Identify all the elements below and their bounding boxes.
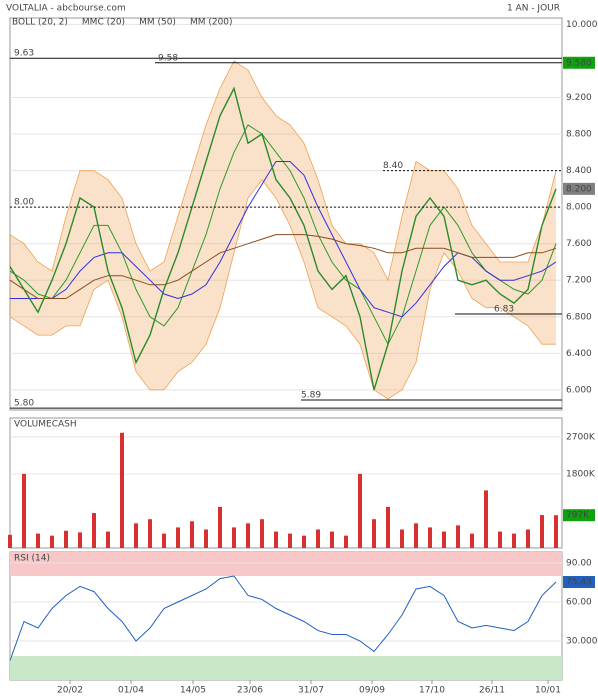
volume-bar xyxy=(400,529,404,548)
period: 1 AN - JOUR xyxy=(507,4,560,14)
y-tick-label: 7.200 xyxy=(566,276,592,286)
volume-bar xyxy=(554,515,558,548)
x-tick-label: 26/11 xyxy=(479,686,505,696)
y-tick-label: 6.000 xyxy=(566,385,592,395)
volume-bar xyxy=(246,523,250,548)
last-value-box xyxy=(563,509,595,522)
x-tick-label: 31/07 xyxy=(298,686,324,696)
y-tick-label: 6.800 xyxy=(566,312,592,322)
panel-frame xyxy=(9,17,563,411)
x-tick-label: 01/04 xyxy=(118,686,144,696)
last-value-box xyxy=(563,575,595,588)
volume-bar xyxy=(498,531,502,548)
y-tick-label: 60.00 xyxy=(566,598,592,608)
zone xyxy=(10,655,562,680)
y-tick-label: 9.200 xyxy=(566,93,592,103)
y-tick-label: 8.800 xyxy=(566,130,592,140)
volume-bar xyxy=(428,527,432,548)
legend-entry: MM (200) xyxy=(190,18,233,28)
volume-bar xyxy=(358,473,362,548)
y-tick-label: 10.000 xyxy=(566,20,598,30)
volume-bar xyxy=(274,531,278,548)
volume-bar xyxy=(78,532,82,548)
x-tick-label: 10/01 xyxy=(535,686,561,696)
volume-bar xyxy=(64,530,68,548)
zone xyxy=(10,552,562,577)
legend-entry: MMC (20) xyxy=(82,18,125,28)
volume-bar xyxy=(22,473,26,548)
level-label: 5.80 xyxy=(14,399,34,409)
y-tick-label: 8.400 xyxy=(566,166,592,176)
x-tick-label: 17/10 xyxy=(419,686,445,696)
last-value-label: 797K xyxy=(566,511,590,521)
volume-bar xyxy=(232,527,236,548)
volume-bar xyxy=(512,533,516,548)
volume-bar xyxy=(50,535,54,548)
volume-bar xyxy=(106,531,110,548)
x-tick-label: 09/09 xyxy=(359,686,385,696)
level-label: 9.58 xyxy=(158,53,178,63)
panel-title: RSI (14) xyxy=(14,554,50,564)
volume-bar xyxy=(8,534,12,548)
last-value-box xyxy=(563,182,595,195)
volume-bar xyxy=(134,523,138,548)
x-tick-label: 23/06 xyxy=(237,686,263,696)
volume-bar xyxy=(176,527,180,548)
chart-title: VOLTALIA - abcbourse.com xyxy=(6,4,126,14)
volume-bar xyxy=(218,506,222,548)
y-tick-label: 8.000 xyxy=(566,203,592,213)
y-tick-label: 30.000 xyxy=(566,637,598,647)
level-label: 5.89 xyxy=(301,390,321,400)
panel-frame xyxy=(9,417,563,549)
level-label: 9.63 xyxy=(14,49,34,59)
volume-bar xyxy=(162,533,166,548)
last-value-box xyxy=(563,56,595,69)
volume-bar xyxy=(414,523,418,548)
legend-entry: MM (50) xyxy=(139,18,176,28)
bollinger-band xyxy=(10,60,556,400)
volume-bar xyxy=(484,490,488,548)
last-value-label: 75.43 xyxy=(566,577,592,587)
volume-bar xyxy=(540,515,544,548)
level-label: 6.83 xyxy=(494,305,514,315)
volume-bar xyxy=(204,529,208,548)
volume-bar xyxy=(526,529,530,548)
y-tick-label: 6.400 xyxy=(566,349,592,359)
y-tick-label: 1800K xyxy=(566,469,596,479)
volume-bar xyxy=(330,531,334,548)
last-value-label: 8.200 xyxy=(566,184,592,194)
volume-bar xyxy=(344,535,348,548)
level-label: 8.00 xyxy=(14,198,34,208)
y-tick-label: 2700K xyxy=(566,432,596,442)
volume-bar xyxy=(372,519,376,548)
panel-title: VOLUMECASH xyxy=(14,420,77,430)
y-tick-label: 7.600 xyxy=(566,239,592,249)
bollinger-upper xyxy=(9,60,557,282)
last-value-label: 9.580 xyxy=(566,58,592,68)
y-tick-label: 90.00 xyxy=(566,559,592,569)
price-line xyxy=(9,86,557,391)
volume-bar xyxy=(36,533,40,548)
volume-bar xyxy=(120,432,124,548)
moving-average xyxy=(9,234,557,299)
volume-bar xyxy=(148,519,152,548)
volume-bar xyxy=(92,513,96,548)
volume-bar xyxy=(190,521,194,548)
volume-bar xyxy=(386,506,390,548)
bollinger-lower xyxy=(9,179,556,400)
volume-bar xyxy=(302,535,306,548)
volume-bar xyxy=(316,529,320,548)
volume-bar xyxy=(470,533,474,548)
volume-bar xyxy=(288,533,292,548)
volume-bar xyxy=(442,531,446,548)
x-tick-label: 20/02 xyxy=(57,686,83,696)
level-label: 8.40 xyxy=(383,161,403,171)
volume-bar xyxy=(456,525,460,548)
legend-entry: BOLL (20, 2) xyxy=(12,18,68,28)
rsi-line xyxy=(9,575,557,661)
x-tick-label: 14/05 xyxy=(180,686,206,696)
volume-bar xyxy=(260,519,264,548)
